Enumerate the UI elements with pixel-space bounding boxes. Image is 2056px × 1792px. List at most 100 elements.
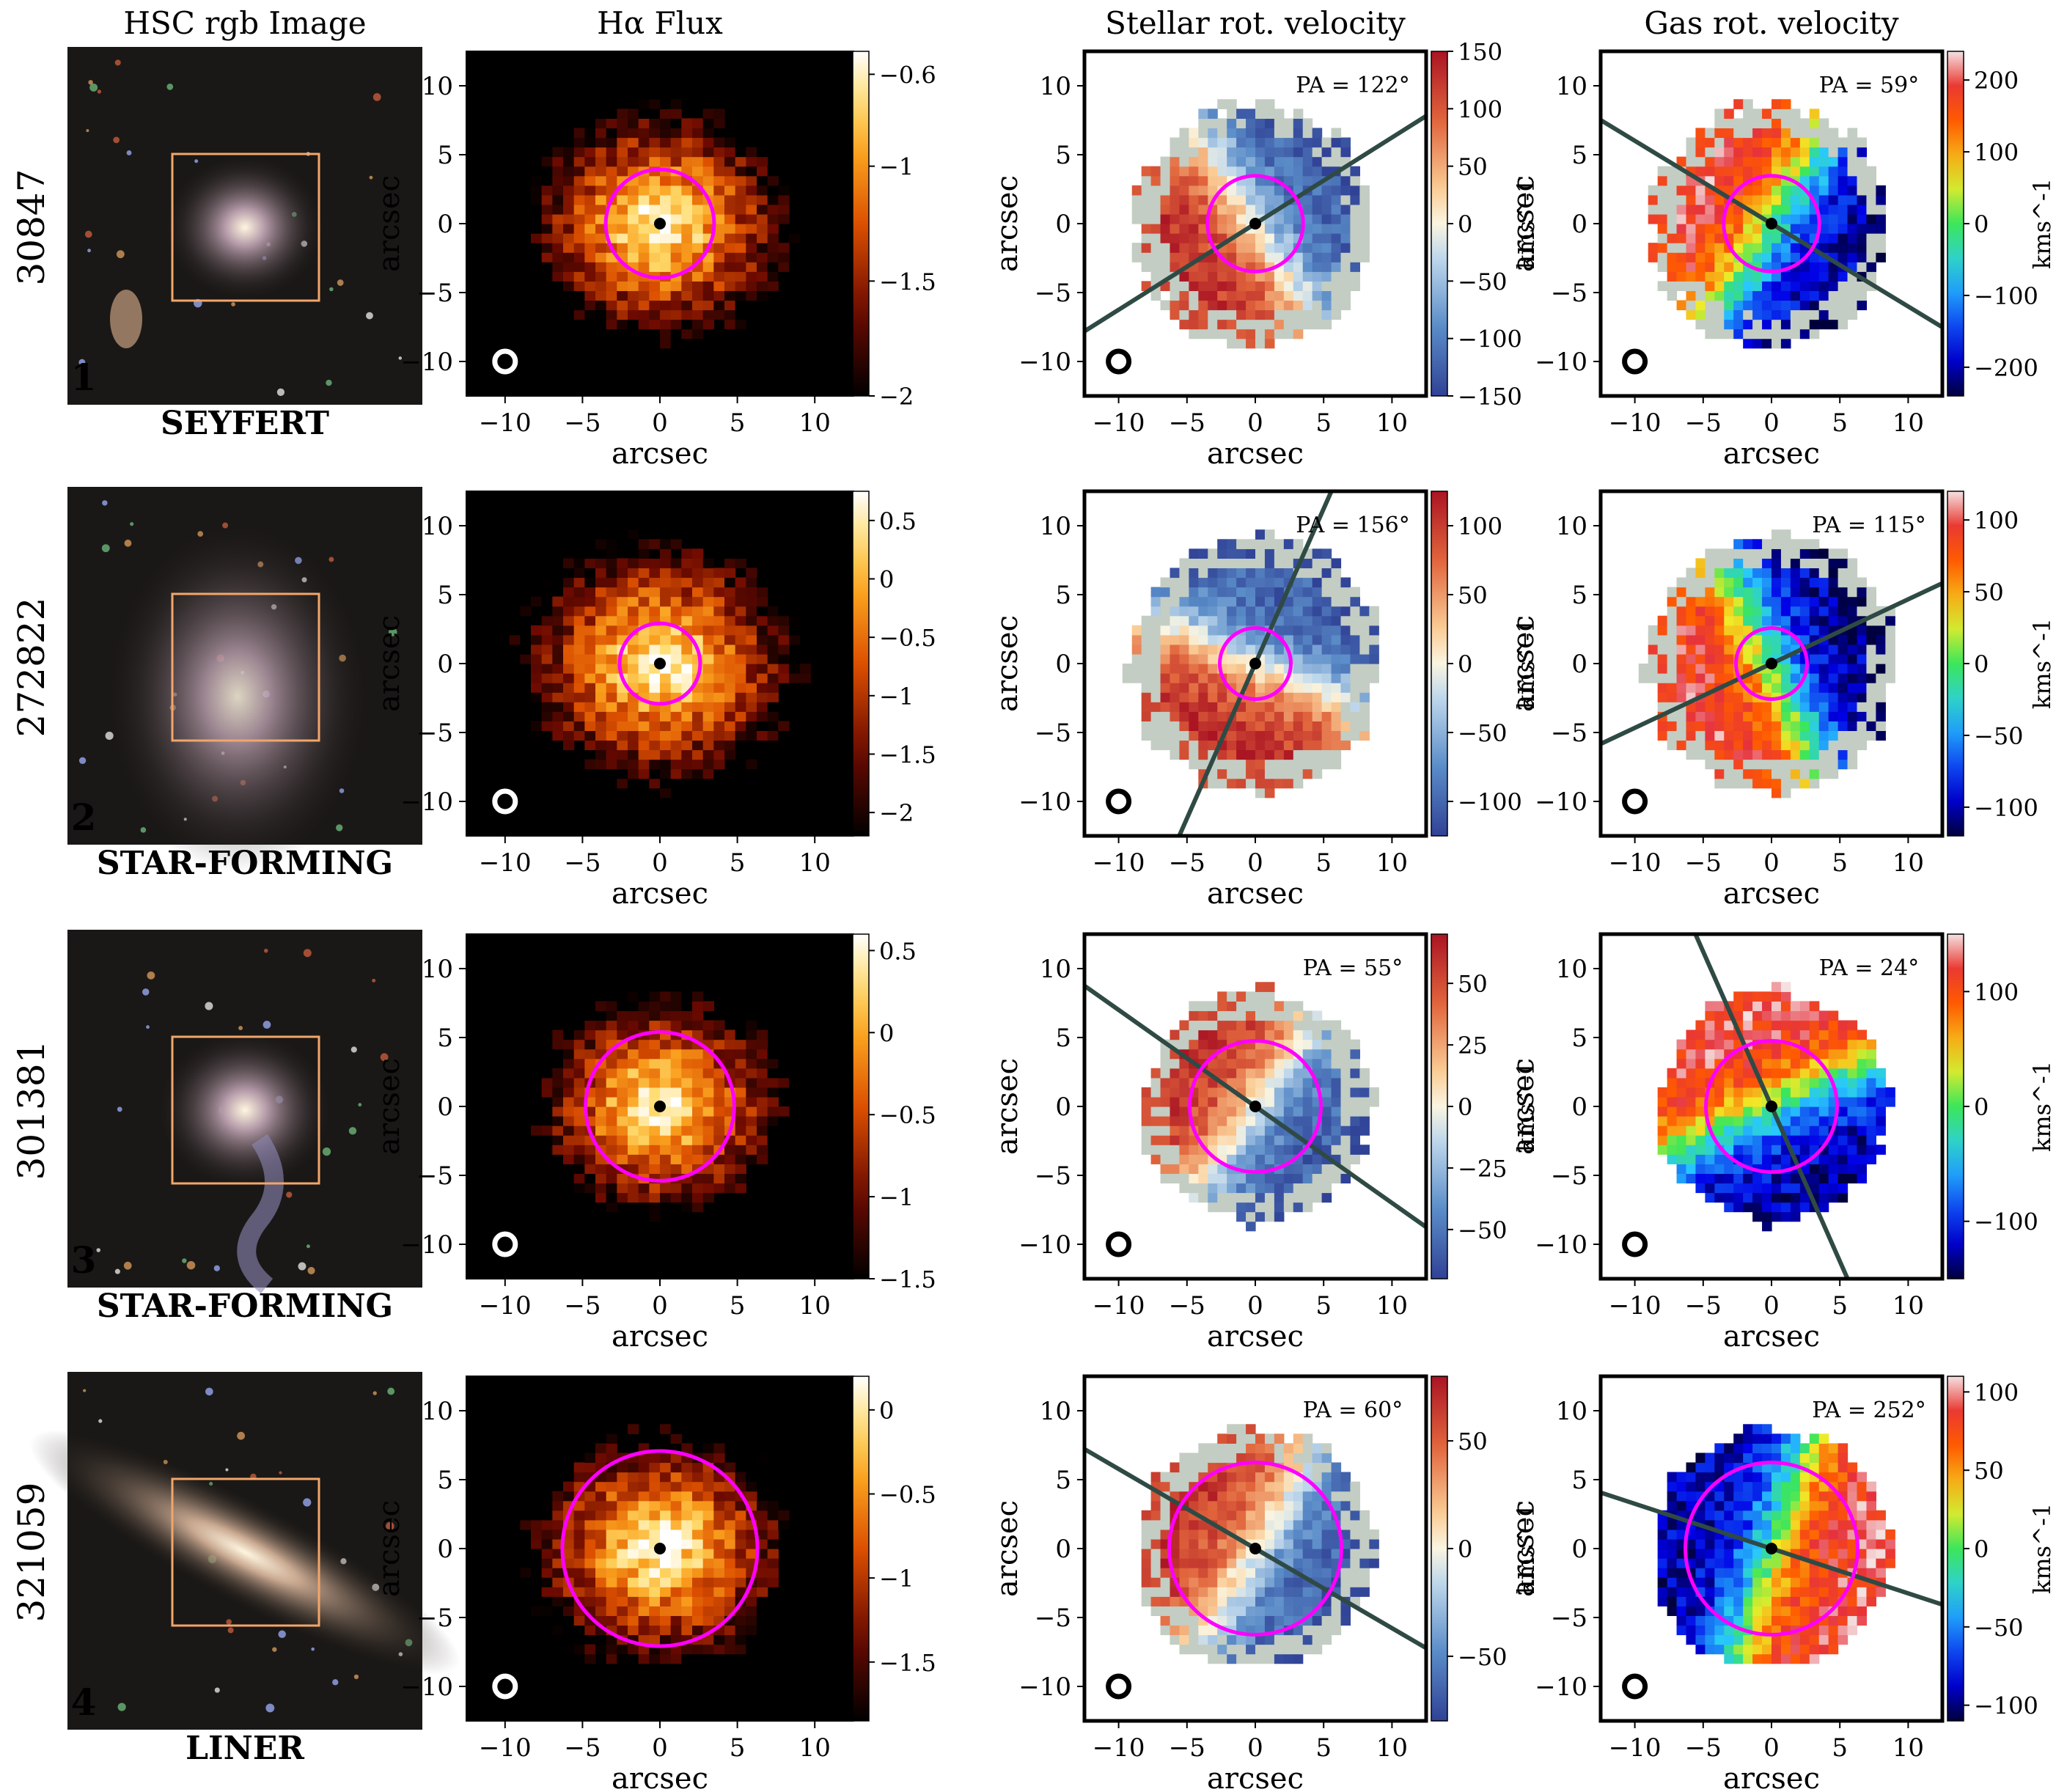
pixel: [1359, 204, 1370, 215]
pixel: [606, 213, 617, 224]
pixel: [1752, 319, 1763, 330]
pixel: [1160, 615, 1171, 626]
pixel: [1312, 577, 1323, 588]
pixel: [1340, 233, 1351, 243]
pixel: [757, 634, 768, 645]
pixel: [1283, 1173, 1294, 1184]
pixel: [628, 539, 639, 549]
pixel: [606, 1058, 617, 1069]
pixel: [1657, 233, 1668, 243]
pixel: [778, 615, 790, 626]
pixel: [1198, 328, 1208, 339]
x-axis-label: arcsec: [612, 1320, 708, 1354]
pixel: [1695, 128, 1706, 139]
pixel: [1724, 711, 1734, 721]
pixel: [1312, 252, 1323, 262]
pixel: [1772, 1068, 1782, 1079]
pixel: [1208, 300, 1218, 311]
pixel: [1283, 539, 1294, 549]
pixel: [1809, 166, 1820, 177]
y-tick-label: 10: [1040, 512, 1071, 541]
pixel: [1724, 156, 1734, 167]
pixel: [681, 730, 693, 741]
pixel: [1283, 558, 1294, 569]
pixel: [1321, 213, 1332, 224]
pixel: [1227, 664, 1237, 674]
pixel: [1302, 653, 1313, 664]
pixel: [1236, 1173, 1247, 1184]
pixel: [1208, 740, 1218, 751]
pixel: [1799, 577, 1810, 588]
pixel: [1837, 1029, 1848, 1040]
pixel: [1189, 1039, 1199, 1050]
pixel: [628, 711, 639, 721]
pixel: [1762, 1202, 1772, 1213]
pixel: [1208, 587, 1218, 598]
pixel: [1743, 147, 1753, 158]
pixel: [1236, 281, 1247, 291]
pixel: [531, 730, 543, 741]
pixel: [1246, 558, 1256, 569]
colorbar-label: kms^-1: [1512, 178, 1540, 269]
pixel: [1752, 749, 1763, 760]
pixel: [1331, 1145, 1342, 1155]
pixel: [552, 243, 564, 253]
pixel: [1837, 1106, 1848, 1117]
pixel: [1837, 730, 1848, 741]
pixel: [1762, 768, 1772, 779]
pixel: [1772, 271, 1782, 282]
pixel: [1809, 1039, 1820, 1050]
pixel: [1676, 1077, 1687, 1088]
pixel: [1312, 1010, 1323, 1021]
pixel: [1657, 262, 1668, 272]
pixel: [1752, 1183, 1763, 1194]
pixel: [1160, 692, 1171, 702]
pixel: [584, 740, 596, 751]
pixel: [1676, 1049, 1687, 1060]
pixel: [1818, 166, 1829, 177]
pixel: [1676, 1145, 1687, 1155]
pixel: [746, 683, 757, 693]
pixel: [1227, 128, 1237, 139]
pixel: [638, 991, 650, 1002]
pixel: [692, 243, 704, 253]
star: [225, 1468, 229, 1472]
pixel: [1743, 1001, 1753, 1012]
pixel: [638, 587, 650, 598]
pixel: [1264, 787, 1275, 798]
pixel: [1847, 243, 1858, 253]
pixel: [1847, 1116, 1858, 1126]
pixel: [746, 156, 757, 167]
pixel: [735, 1096, 746, 1107]
pixel: [1676, 587, 1687, 598]
colorbar-tick-label: −2: [879, 383, 914, 411]
pixel: [1321, 243, 1332, 253]
pixel: [767, 175, 779, 186]
pixel: [681, 1049, 693, 1060]
pixel: [1141, 644, 1152, 655]
x-tick-label: 10: [799, 848, 831, 878]
pixel: [1762, 778, 1772, 789]
pixel: [1695, 1164, 1706, 1174]
pixel: [1885, 1096, 1895, 1107]
pixel: [778, 644, 790, 655]
pixel: [1790, 558, 1801, 569]
pixel: [1331, 271, 1342, 282]
pixel: [1236, 596, 1247, 607]
pixel: [1264, 185, 1275, 196]
pixel: [563, 577, 575, 588]
pixel: [628, 673, 639, 683]
colorbar-tick-label: −100: [1458, 326, 1522, 353]
pixel: [1170, 1058, 1181, 1069]
star: [147, 971, 155, 980]
pixel: [1321, 740, 1332, 751]
pixel: [1780, 204, 1791, 215]
pixel: [1667, 290, 1678, 301]
pixel: [1274, 1154, 1285, 1164]
pixel: [724, 634, 736, 645]
pixel: [1264, 683, 1275, 693]
pixel: [1733, 281, 1744, 291]
pixel: [746, 1106, 757, 1117]
pixel: [595, 1106, 607, 1117]
